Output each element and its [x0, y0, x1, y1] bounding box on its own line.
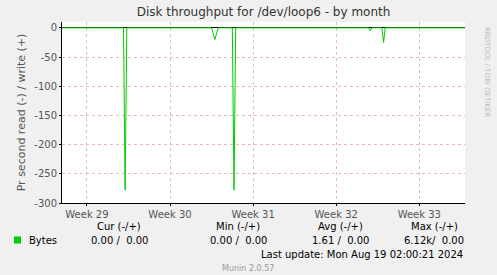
svg-text:Disk throughput for /dev/loop6: Disk throughput for /dev/loop6 - by mont… — [137, 5, 391, 19]
svg-text:Bytes: Bytes — [29, 235, 57, 246]
svg-text:Min (-/+): Min (-/+) — [216, 221, 260, 232]
svg-text:1.61 / 0.00: 1.61 / 0.00 — [312, 235, 369, 246]
svg-text:0.00 / 0.00: 0.00 / 0.00 — [91, 235, 148, 246]
svg-text:Munin 2.0.57: Munin 2.0.57 — [222, 264, 274, 273]
svg-text:Avg (-/+): Avg (-/+) — [318, 221, 363, 232]
svg-text:Week 30: Week 30 — [148, 209, 191, 220]
svg-text:-200: -200 — [34, 139, 57, 150]
svg-text:Week 31: Week 31 — [231, 209, 274, 220]
svg-text:Max (-/+): Max (-/+) — [411, 221, 458, 232]
svg-text:-100: -100 — [34, 81, 57, 92]
svg-text:0.00 / 0.00: 0.00 / 0.00 — [210, 235, 267, 246]
svg-text:-300: -300 — [34, 198, 57, 209]
svg-text:6.12k/ 0.00: 6.12k/ 0.00 — [404, 235, 464, 246]
svg-text:Week 32: Week 32 — [315, 209, 358, 220]
svg-text:Week 33: Week 33 — [398, 209, 441, 220]
svg-text:-150: -150 — [34, 110, 57, 121]
svg-text:Last update: Mon Aug 19 02:00:: Last update: Mon Aug 19 02:00:21 2024 — [261, 249, 463, 260]
svg-text:0: 0 — [51, 22, 57, 33]
svg-text:-50: -50 — [41, 52, 57, 63]
svg-text:Pr second read (-) / write (+): Pr second read (-) / write (+) — [15, 34, 28, 192]
svg-text:-250: -250 — [34, 168, 57, 179]
svg-text:Week 29: Week 29 — [65, 209, 108, 220]
svg-text:Cur (-/+): Cur (-/+) — [97, 221, 141, 232]
svg-text:RRDTOOL / TOBI OETIKER: RRDTOOL / TOBI OETIKER — [483, 27, 491, 117]
